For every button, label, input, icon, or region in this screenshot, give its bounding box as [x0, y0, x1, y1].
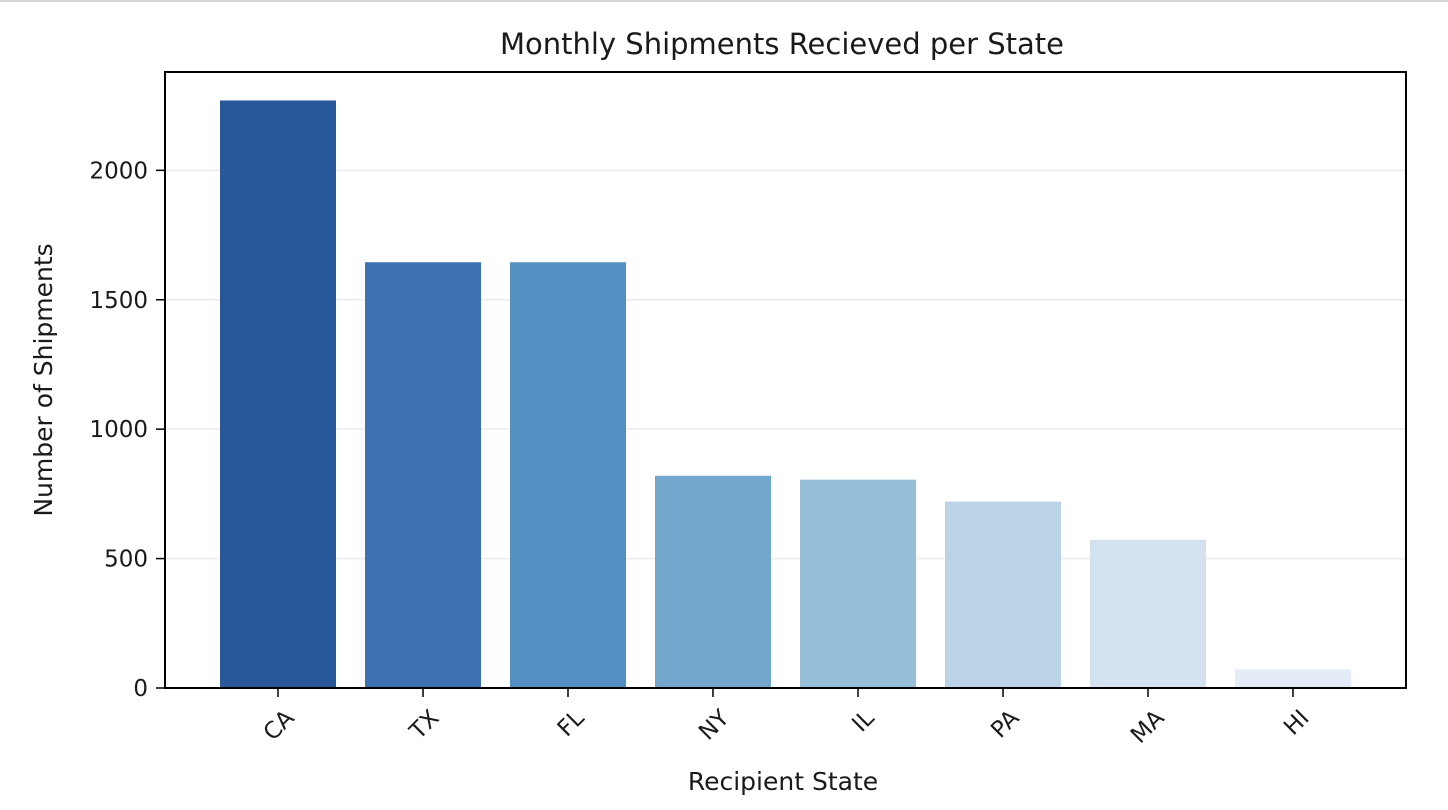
bar-fl	[510, 262, 626, 688]
bars	[220, 100, 1351, 689]
y-axis-label: Number of Shipments	[29, 243, 58, 516]
bar-tx	[365, 262, 481, 688]
x-tick-label: TX	[404, 705, 444, 745]
bar-ca	[220, 100, 336, 689]
y-tick-label: 1500	[89, 288, 148, 314]
x-axis: CA TX FL NY IL PA MA HI	[259, 688, 1315, 749]
y-tick-label: 500	[104, 547, 148, 573]
x-tick-label: CA	[259, 705, 300, 746]
x-tick-label: HI	[1279, 705, 1314, 740]
bar-il	[800, 479, 916, 688]
bar-pa	[945, 501, 1061, 688]
plot-frame	[164, 71, 1407, 689]
bar-hi	[1235, 669, 1351, 688]
y-tick-label: 2000	[89, 158, 148, 184]
x-axis-label: Recipient State	[688, 767, 878, 796]
bar-ma	[1090, 539, 1206, 688]
x-tick-label: PA	[986, 705, 1024, 743]
x-tick-label: NY	[694, 705, 735, 746]
x-tick-label: FL	[553, 705, 590, 742]
y-tick-label: 0	[133, 676, 148, 702]
y-tick-label: 1000	[89, 417, 148, 443]
x-tick-label: IL	[847, 705, 879, 737]
plot-background	[165, 72, 1406, 688]
chart-title: Monthly Shipments Recieved per State	[500, 27, 1064, 61]
y-axis: 0 500 1000 1500 2000	[89, 158, 165, 702]
x-tick-label: MA	[1126, 705, 1170, 749]
top-border	[0, 0, 1448, 2]
bar-ny	[655, 475, 771, 688]
